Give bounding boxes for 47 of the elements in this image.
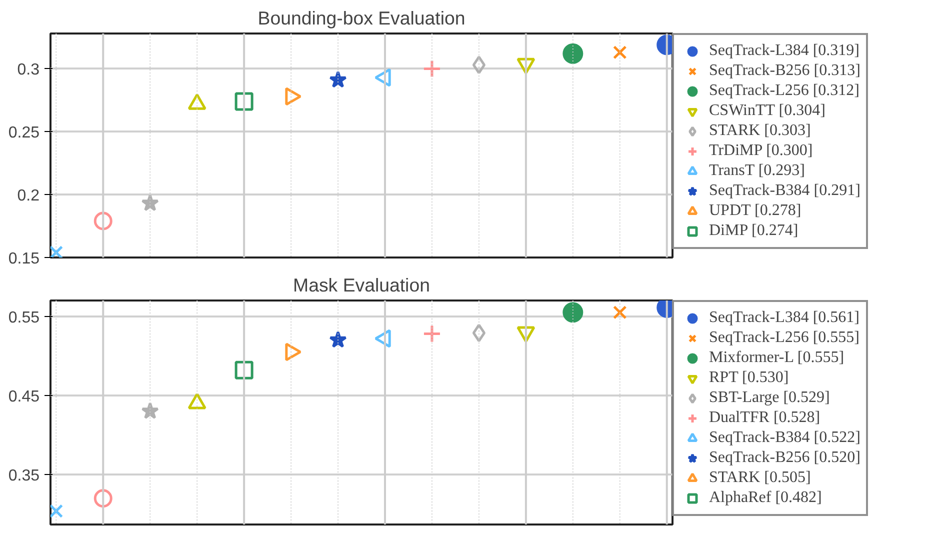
legend-label: SeqTrack-B256 [0.313] <box>709 62 860 80</box>
chart-title: Bounding-box Evaluation <box>258 8 466 28</box>
point <box>234 92 254 111</box>
legend-label: STARK [0.505] <box>709 469 811 487</box>
legend-label: SeqTrack-L256 [0.555] <box>709 329 860 347</box>
legend-label: SeqTrack-L256 [0.312] <box>709 82 860 100</box>
legend-label: CSWinTT [0.304] <box>709 102 826 120</box>
legend-label: DiMP [0.274] <box>709 222 798 240</box>
y-tick-label: 0.35 <box>8 468 40 485</box>
point <box>141 402 159 420</box>
point <box>422 324 442 343</box>
text: SeqTrack-L384 [0.561] <box>709 309 860 327</box>
legend-label: STARK [0.303] <box>709 122 811 140</box>
legend-label: Mixformer-L [0.555] <box>709 349 844 367</box>
legend-label: SeqTrack-B256 [0.520] <box>709 449 860 467</box>
legend-label: RPT [0.530] <box>709 369 789 387</box>
y-tick-label: 0.3 <box>17 62 40 79</box>
chart-title: Mask Evaluation <box>293 274 430 296</box>
legend-label: SeqTrack-L384 [0.319] <box>709 42 860 60</box>
legend-label: DualTFR [0.528] <box>709 409 820 427</box>
point <box>562 43 584 64</box>
point <box>329 70 347 88</box>
point <box>141 194 159 212</box>
point <box>50 504 64 518</box>
point <box>472 324 486 342</box>
point <box>94 489 112 508</box>
legend-label: SeqTrack-B384 [0.522] <box>709 429 860 447</box>
legend-label: SBT-Large [0.529] <box>709 389 830 407</box>
point <box>50 246 64 258</box>
point <box>234 360 254 380</box>
y-tick-label: 0.45 <box>8 388 40 406</box>
y-tick-label: 0.15 <box>8 250 40 268</box>
point <box>562 302 584 323</box>
legend-label: TrDiMP [0.300] <box>709 142 813 160</box>
point <box>422 59 442 78</box>
y-tick-label: 0.55 <box>8 309 40 326</box>
legend-label: TransT [0.293] <box>709 162 806 180</box>
y-tick-label: 0.25 <box>8 124 40 142</box>
point <box>612 305 627 320</box>
legend-label: SeqTrack-B384 [0.291] <box>709 182 860 200</box>
point <box>94 212 112 230</box>
point <box>472 56 486 74</box>
legend-label: AlphaRef [0.482] <box>709 489 822 507</box>
point <box>329 330 347 348</box>
y-tick-label: 0.2 <box>17 188 40 205</box>
point <box>612 45 627 60</box>
legend-label: UPDT [0.278] <box>709 202 802 220</box>
